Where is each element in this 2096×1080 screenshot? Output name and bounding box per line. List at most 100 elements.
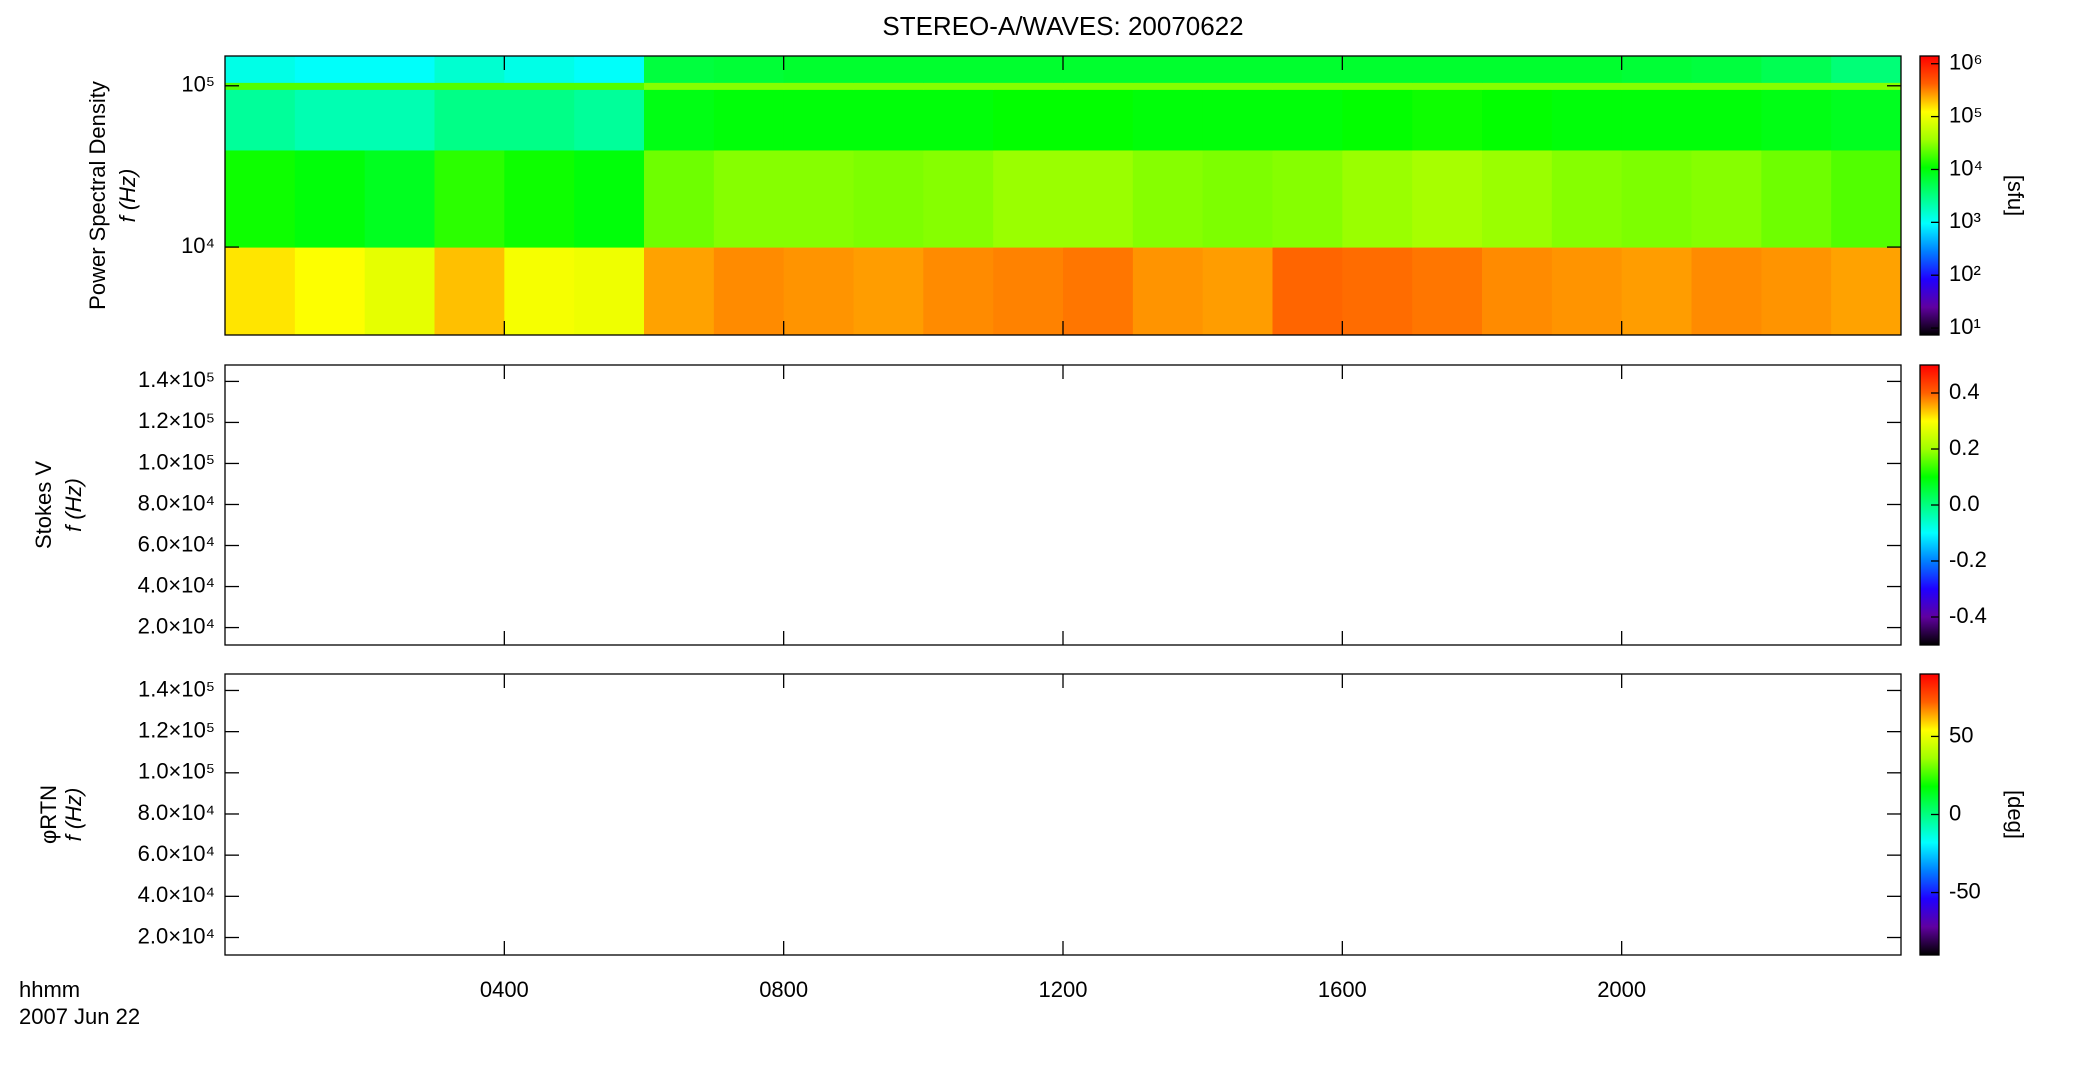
spectrogram-cell — [294, 149, 366, 248]
spectrogram-cell — [1063, 56, 1134, 83]
spectrogram-cell — [1063, 82, 1134, 90]
y-tick-label: 1.4×10⁵ — [138, 676, 215, 701]
x-axis-label: 2007 Jun 22 — [19, 1004, 140, 1029]
spectrogram-cell — [1202, 149, 1273, 248]
spectrogram-cell — [1831, 149, 1902, 248]
spectrogram-cell — [1621, 149, 1692, 248]
spectrogram-cell — [434, 247, 505, 336]
spectrogram-cell — [1063, 247, 1134, 336]
spectrogram-cell — [1202, 56, 1273, 83]
spectrogram-cell — [783, 56, 854, 83]
spectrogram-cell — [294, 247, 366, 336]
spectrogram-cell — [644, 82, 715, 90]
spectrogram-cell — [1551, 56, 1623, 83]
spectrogram-cell — [1551, 89, 1623, 151]
spectrogram-cell — [504, 89, 575, 151]
spectrogram-cell — [853, 56, 924, 83]
spectrogram-cell — [504, 247, 575, 336]
spectrogram-cell — [225, 149, 296, 248]
colorbar-tick-label: 0 — [1949, 800, 1961, 825]
spectrogram-cell — [1132, 149, 1204, 248]
colorbar-label: [sfu] — [2003, 175, 2028, 217]
spectrogram-cell — [1202, 247, 1273, 336]
spectrogram-cell — [1761, 82, 1832, 90]
y-tick-label: 8.0×10⁴ — [138, 800, 215, 825]
spectrogram-cell — [1761, 89, 1832, 151]
spectrogram-cell — [294, 82, 366, 90]
spectrogram-cell — [1342, 82, 1413, 90]
spectrogram-cell — [783, 149, 854, 248]
y-tick-label: 10⁵ — [181, 72, 215, 97]
x-tick-label: 2000 — [1597, 977, 1646, 1002]
colorbar-tick-label: 10¹ — [1949, 314, 1981, 339]
spectrogram-cell — [504, 56, 575, 83]
spectrogram-cell — [1621, 82, 1692, 90]
spectrogram-cell — [364, 82, 435, 90]
spectrogram-cell — [783, 82, 854, 90]
spectrogram-cell — [713, 82, 785, 90]
spectrogram-cell — [574, 149, 645, 248]
spectrogram-cell — [993, 82, 1064, 90]
chart-title: STEREO-A/WAVES: 20070622 — [882, 11, 1243, 41]
y-axis-label: φRTN — [36, 785, 61, 844]
plot-frame — [224, 673, 1902, 956]
colorbar-tick-label: 0.0 — [1949, 491, 1980, 516]
x-tick-label: 0400 — [480, 977, 529, 1002]
spectrogram-cell — [783, 247, 854, 336]
spectrogram-cell — [644, 149, 715, 248]
x-tick-label: 1200 — [1039, 977, 1088, 1002]
spectrogram-cell — [1691, 89, 1762, 151]
spectrogram-cell — [853, 89, 924, 151]
spectrogram-cell — [993, 56, 1064, 83]
spectrogram-cell — [713, 247, 785, 336]
spectrogram-cell — [1482, 149, 1553, 248]
spectrogram-cell — [504, 149, 575, 248]
spectrogram-cell — [434, 56, 505, 83]
spectrogram-cell — [713, 149, 785, 248]
spectrogram-cell — [294, 56, 366, 83]
spectrogram-cell — [364, 149, 435, 248]
spectrogram-cell — [1482, 89, 1553, 151]
spectrogram-cell — [923, 89, 994, 151]
spectrogram-cell — [783, 89, 854, 151]
spectrogram-cell — [364, 56, 435, 83]
colorbar-tick-label: 10⁶ — [1949, 50, 1983, 75]
spectrogram-cell — [1831, 247, 1902, 336]
spectrogram-cell — [1691, 82, 1762, 90]
y-tick-label: 1.0×10⁵ — [138, 449, 215, 474]
y-tick-label: 1.2×10⁵ — [138, 717, 215, 742]
spectrogram-cell — [1412, 82, 1483, 90]
spectrogram-cell — [1063, 89, 1134, 151]
spectrogram-cell — [923, 82, 994, 90]
spectrogram-cell — [713, 56, 785, 83]
spectrogram-cell — [1621, 247, 1692, 336]
spectrogram-cell — [1132, 82, 1204, 90]
spectrogram-cell — [1551, 149, 1623, 248]
spectrogram-cell — [1412, 149, 1483, 248]
colorbar-label: [deg] — [2003, 790, 2028, 839]
y-tick-label: 4.0×10⁴ — [138, 882, 215, 907]
spectrogram-cell — [1482, 247, 1553, 336]
spectrogram-cell — [853, 149, 924, 248]
spectrogram-cell — [1132, 56, 1204, 83]
spectrogram-cell — [1272, 247, 1343, 336]
spectrogram-cell — [434, 82, 505, 90]
x-axis-label: hhmm — [19, 977, 80, 1002]
colorbar-tick-label: 10⁵ — [1949, 102, 1983, 127]
spectrogram-cell — [1621, 89, 1692, 151]
spectrogram-cell — [1761, 247, 1832, 336]
y-tick-label: 4.0×10⁴ — [138, 572, 215, 597]
colorbar-tick-label: 50 — [1949, 722, 1973, 747]
spectrogram-cell — [1063, 149, 1134, 248]
spectrogram-cell — [1482, 82, 1553, 90]
spectrogram-cell — [1272, 56, 1343, 83]
spectrogram-cell — [1272, 149, 1343, 248]
x-tick-label: 0800 — [759, 977, 808, 1002]
spectrogram-cell — [1831, 56, 1902, 83]
spectrogram-cell — [1621, 56, 1692, 83]
spectrogram-cell — [574, 89, 645, 151]
spectrogram-cell — [574, 56, 645, 83]
spectrogram-cell — [1272, 82, 1343, 90]
x-tick-label: 1600 — [1318, 977, 1367, 1002]
y-tick-label: 1.4×10⁵ — [138, 367, 215, 392]
